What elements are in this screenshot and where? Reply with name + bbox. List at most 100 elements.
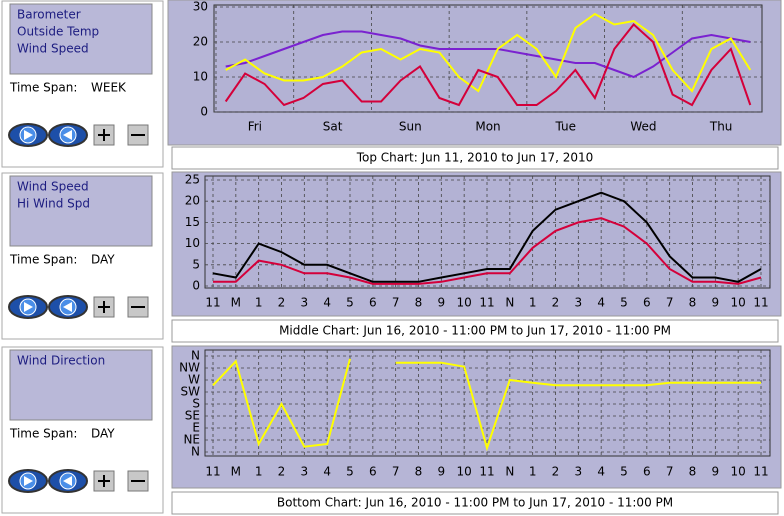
x-tick-label: N — [505, 465, 514, 479]
series-line — [212, 358, 761, 452]
x-tick-label: 7 — [392, 465, 400, 479]
series-list-item[interactable]: Wind Speed — [17, 42, 89, 56]
x-tick-label: 6 — [369, 296, 377, 310]
y-tick-label: N — [191, 445, 200, 459]
x-tick-label: Sat — [323, 120, 343, 134]
chart-caption: Bottom Chart: Jun 16, 2010 - 11:00 PM to… — [277, 496, 673, 510]
chart-caption: Middle Chart: Jun 16, 2010 - 11:00 PM to… — [279, 324, 671, 338]
zoom-out-button[interactable] — [127, 296, 149, 318]
y-tick-label: SE — [185, 409, 200, 423]
x-tick-label: 10 — [457, 296, 472, 310]
series-list-item[interactable]: Barometer — [17, 8, 81, 22]
y-tick-label: NE — [183, 433, 200, 447]
x-tick-label: M — [231, 296, 241, 310]
x-tick-label: Wed — [630, 120, 656, 134]
series-list — [9, 175, 153, 247]
x-tick-label: 11 — [479, 465, 494, 479]
x-tick-label: 11 — [479, 296, 494, 310]
x-tick-label: 9 — [712, 296, 720, 310]
x-tick-label: 1 — [529, 465, 537, 479]
button-icon — [98, 475, 110, 487]
x-tick-label: 4 — [597, 465, 605, 479]
x-tick-label: 11 — [753, 465, 768, 479]
y-tick-label: 0 — [200, 105, 208, 119]
zoom-in-button[interactable] — [93, 124, 115, 146]
x-tick-label: 10 — [731, 296, 746, 310]
back-button[interactable] — [8, 295, 48, 319]
x-tick-label: 5 — [346, 465, 354, 479]
button-icon — [98, 301, 110, 313]
plot-area — [213, 4, 763, 113]
x-tick-label: 3 — [301, 296, 309, 310]
x-tick-label: M — [231, 465, 241, 479]
series-line — [225, 12, 752, 93]
x-tick-label: 8 — [415, 465, 423, 479]
series-list-item[interactable]: Wind Speed — [17, 180, 89, 194]
series-list — [9, 349, 153, 421]
series-list-item[interactable]: Outside Temp — [17, 25, 99, 39]
back-button[interactable] — [8, 469, 48, 493]
y-tick-label: SW — [181, 385, 201, 399]
series-list-item[interactable]: Wind Direction — [17, 354, 105, 368]
forward-button[interactable] — [48, 469, 88, 493]
x-tick-label: 6 — [643, 465, 651, 479]
back-button[interactable] — [8, 123, 48, 147]
y-tick-label: 25 — [185, 173, 200, 187]
caption-box — [171, 491, 779, 515]
y-tick-label: S — [192, 397, 200, 411]
x-tick-label: 11 — [205, 465, 220, 479]
button-icon — [98, 129, 110, 141]
button-arrow — [63, 302, 72, 312]
zoom-in-button[interactable] — [93, 296, 115, 318]
x-tick-label: 5 — [346, 296, 354, 310]
x-tick-label: 2 — [278, 296, 286, 310]
series-list — [9, 3, 153, 75]
x-tick-label: 3 — [301, 465, 309, 479]
x-tick-label: 4 — [323, 465, 331, 479]
zoom-out-button[interactable] — [127, 470, 149, 492]
y-tick-label: 10 — [193, 70, 208, 84]
y-tick-label: 15 — [185, 215, 200, 229]
y-tick-label: N — [191, 349, 200, 363]
series-line — [213, 217, 762, 285]
x-tick-label: 8 — [689, 465, 697, 479]
y-tick-label: 30 — [193, 0, 208, 14]
series-list-item[interactable]: Hi Wind Spd — [17, 197, 90, 211]
series-line — [212, 191, 762, 283]
x-tick-label: 8 — [689, 296, 697, 310]
x-tick-label: 10 — [457, 465, 472, 479]
x-tick-label: 1 — [255, 296, 263, 310]
x-tick-label: N — [505, 296, 514, 310]
x-tick-label: 5 — [620, 296, 628, 310]
zoom-out-button[interactable] — [127, 124, 149, 146]
forward-button[interactable] — [48, 123, 88, 147]
x-tick-label: 5 — [620, 465, 628, 479]
x-tick-label: 7 — [392, 296, 400, 310]
caption-box — [171, 319, 779, 343]
zoom-in-button[interactable] — [93, 470, 115, 492]
button-arrow — [63, 476, 72, 486]
y-tick-label: 10 — [185, 236, 200, 250]
y-tick-label: NW — [179, 361, 200, 375]
x-tick-label: 8 — [415, 296, 423, 310]
button-arrow — [24, 476, 33, 486]
plot-area — [204, 175, 771, 289]
y-tick-label: 20 — [193, 35, 208, 49]
caption-box — [171, 146, 779, 170]
x-tick-label: Tue — [554, 120, 576, 134]
x-tick-label: 7 — [666, 465, 674, 479]
y-tick-label: E — [192, 421, 200, 435]
button-arrow — [24, 130, 33, 140]
x-tick-label: Mon — [475, 120, 500, 134]
y-tick-label: 0 — [192, 279, 200, 293]
time-span-label: Time Span: — [9, 81, 77, 95]
x-tick-label: 6 — [643, 296, 651, 310]
x-tick-label: 1 — [255, 465, 263, 479]
forward-button[interactable] — [48, 295, 88, 319]
x-tick-label: Fri — [248, 120, 262, 134]
series-list-items: Barometer Outside Temp Wind Speed — [17, 8, 99, 56]
y-tick-label: W — [188, 373, 200, 387]
x-tick-label: 3 — [575, 296, 583, 310]
x-tick-label: 9 — [438, 465, 446, 479]
